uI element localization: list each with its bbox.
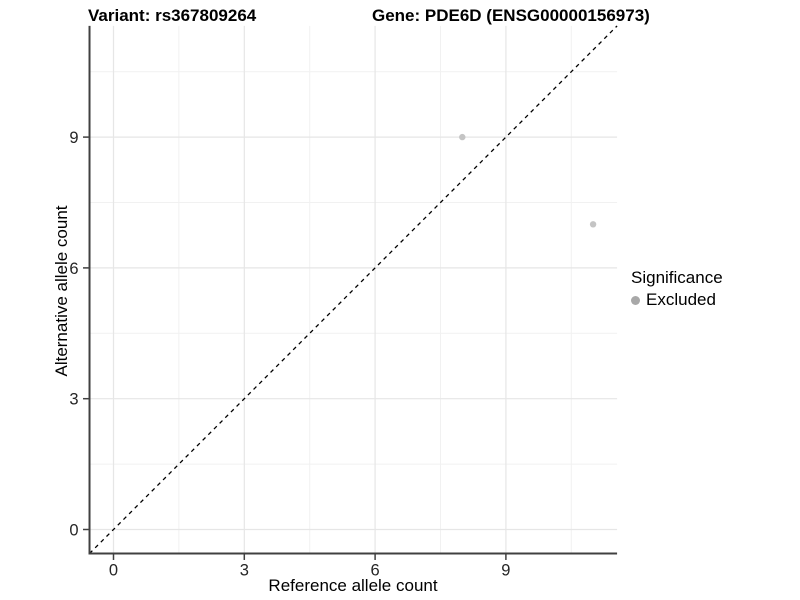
y-axis-title: Alternative allele count — [52, 205, 71, 377]
x-tick-label: 3 — [240, 561, 249, 579]
data-point — [459, 133, 466, 141]
x-tick-label: 9 — [501, 561, 510, 579]
legend-item-label: Excluded — [646, 290, 716, 309]
y-tick-label: 6 — [69, 260, 78, 278]
y-tick-label: 0 — [69, 522, 78, 540]
legend-point-icon — [631, 295, 640, 305]
legend-title: Significance — [631, 268, 723, 287]
data-point — [589, 221, 597, 228]
y-tick-label: 9 — [69, 129, 78, 147]
identity-dashed-line — [89, 25, 618, 554]
variant-title: Variant: rs367809264 — [88, 6, 257, 25]
x-axis-title: Reference allele count — [268, 576, 438, 595]
x-tick-label: 6 — [371, 561, 380, 579]
legend: Significance Excluded — [631, 268, 723, 310]
gene-title: Gene: PDE6D (ENSG00000156973) — [372, 6, 650, 25]
x-tick-label: 0 — [109, 561, 118, 579]
y-tick-label: 3 — [69, 391, 78, 409]
legend-item-excluded: Excluded — [631, 290, 723, 310]
